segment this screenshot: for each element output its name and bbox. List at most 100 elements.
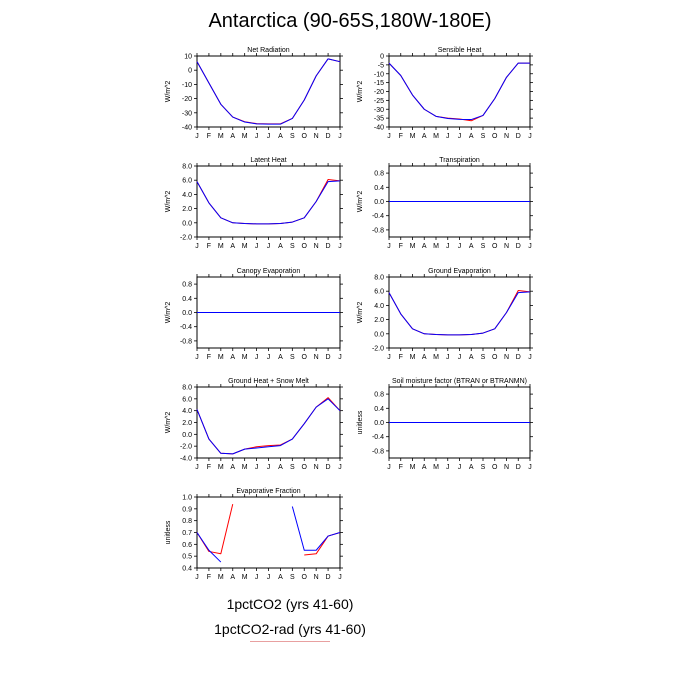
y-axis-label: W/m^2 xyxy=(357,191,364,213)
y-tick-label: 0.8 xyxy=(182,518,192,525)
y-tick-label: 0.0 xyxy=(182,220,192,227)
x-tick-label: J xyxy=(458,464,462,471)
x-tick-label: S xyxy=(290,464,295,471)
y-tick-label: -10 xyxy=(182,82,192,89)
y-tick-label: 8.0 xyxy=(182,164,192,171)
x-tick-label: A xyxy=(230,354,235,361)
y-tick-label: 0.8 xyxy=(374,171,384,178)
x-tick-label: J xyxy=(338,574,342,581)
panel-frame xyxy=(196,386,341,459)
x-tick-label: J xyxy=(446,243,450,250)
y-axis-label: W/m^2 xyxy=(357,302,364,324)
x-tick-label: S xyxy=(481,243,486,250)
x-tick-label: S xyxy=(290,243,295,250)
y-tick-label: -0.4 xyxy=(180,324,192,331)
y-tick-label: 10 xyxy=(184,54,192,61)
y-tick-label: -4.0 xyxy=(180,456,192,463)
x-tick-label: M xyxy=(410,464,416,471)
panel-title: Net Radiation xyxy=(247,47,290,54)
x-tick-label: J xyxy=(387,243,391,250)
x-tick-label: N xyxy=(504,354,509,361)
panel-7: Soil moisture factor (BTRAN or BTRANMN) u… xyxy=(357,378,533,471)
x-tick-label: J xyxy=(267,574,271,581)
panel-title: Sensible Heat xyxy=(438,47,482,54)
y-tick-label: 0.9 xyxy=(182,506,192,513)
y-tick-label: -20 xyxy=(374,89,384,96)
x-tick-label: S xyxy=(290,354,295,361)
panel-title: Ground Heat + Snow Melt xyxy=(228,378,309,385)
y-tick-label: -0.4 xyxy=(372,213,384,220)
series-line-1 xyxy=(196,397,341,455)
y-tick-label: -0.8 xyxy=(372,448,384,455)
x-tick-label: S xyxy=(290,133,295,140)
x-tick-label: A xyxy=(469,243,474,250)
x-tick-label: A xyxy=(422,133,427,140)
legend-line xyxy=(250,641,330,642)
x-tick-label: M xyxy=(242,354,248,361)
x-tick-label: J xyxy=(255,243,259,250)
x-tick-label: F xyxy=(207,354,211,361)
series-line-0 xyxy=(388,291,531,336)
legend-label-1pctco2-rad: 1pctCO2-rad (yrs 41-60) xyxy=(214,621,366,637)
y-tick-label: 0.0 xyxy=(182,432,192,439)
x-tick-label: J xyxy=(195,464,199,471)
x-tick-label: J xyxy=(338,464,342,471)
x-tick-label: D xyxy=(326,464,331,471)
x-tick-label: J xyxy=(528,354,532,361)
y-tick-label: 2.0 xyxy=(182,206,192,213)
y-tick-label: 6.0 xyxy=(374,289,384,296)
panel-title: Soil moisture factor (BTRAN or BTRANMN) xyxy=(392,378,527,385)
y-tick-label: -20 xyxy=(182,96,192,103)
x-tick-label: A xyxy=(469,133,474,140)
x-tick-label: D xyxy=(326,133,331,140)
y-axis-label: W/m^2 xyxy=(165,412,172,434)
x-tick-label: N xyxy=(504,133,509,140)
x-tick-label: D xyxy=(516,133,521,140)
x-tick-label: M xyxy=(218,243,224,250)
x-tick-label: J xyxy=(446,133,450,140)
x-tick-label: F xyxy=(399,133,403,140)
panel-frame xyxy=(196,55,341,128)
x-tick-label: J xyxy=(255,354,259,361)
x-tick-label: M xyxy=(242,133,248,140)
x-tick-label: N xyxy=(314,574,319,581)
series-line-0 xyxy=(388,62,530,121)
x-tick-label: S xyxy=(481,133,486,140)
x-tick-label: O xyxy=(492,133,498,140)
panel-1: Sensible Heat W/m^2 0-5 -10 -15 -20 -25 -30 -35 -… xyxy=(357,47,533,140)
x-tick-label: A xyxy=(278,133,283,140)
panel-title: Canopy Evaporation xyxy=(237,268,301,275)
panel-8: Evaporative Fraction unitless 1.0 0.9 0.8 0.7… xyxy=(165,488,343,581)
x-tick-label: M xyxy=(242,574,248,581)
x-tick-label: O xyxy=(492,243,498,250)
series-line-1 xyxy=(196,58,341,125)
x-tick-label: N xyxy=(314,243,319,250)
y-axis-label: unitless xyxy=(357,410,364,434)
y-tick-label: -30 xyxy=(374,107,384,114)
y-tick-label: -0.8 xyxy=(372,227,384,234)
y-tick-label: 0.8 xyxy=(182,282,192,289)
x-tick-label: N xyxy=(314,464,319,471)
x-tick-label: A xyxy=(422,243,427,250)
y-tick-label: -2.0 xyxy=(180,444,192,451)
x-tick-label: J xyxy=(387,133,391,140)
x-tick-label: D xyxy=(326,354,331,361)
series-line-0 xyxy=(196,58,341,125)
y-tick-label: 4.0 xyxy=(374,303,384,310)
panel-frame xyxy=(388,276,531,349)
x-tick-label: M xyxy=(242,243,248,250)
y-tick-label: 6.0 xyxy=(182,396,192,403)
x-tick-label: J xyxy=(528,133,532,140)
y-tick-label: -30 xyxy=(182,110,192,117)
panel-title: Transpiration xyxy=(439,157,480,164)
x-tick-label: M xyxy=(410,133,416,140)
y-axis-label: W/m^2 xyxy=(357,81,364,103)
panel-5: Ground Evaporation W/m^2 8.0 6.0 4.0 2.0 0.0 -2… xyxy=(357,268,533,361)
x-tick-label: D xyxy=(516,243,521,250)
x-tick-label: O xyxy=(302,133,308,140)
x-tick-label: M xyxy=(433,464,439,471)
y-tick-label: 4.0 xyxy=(182,192,192,199)
